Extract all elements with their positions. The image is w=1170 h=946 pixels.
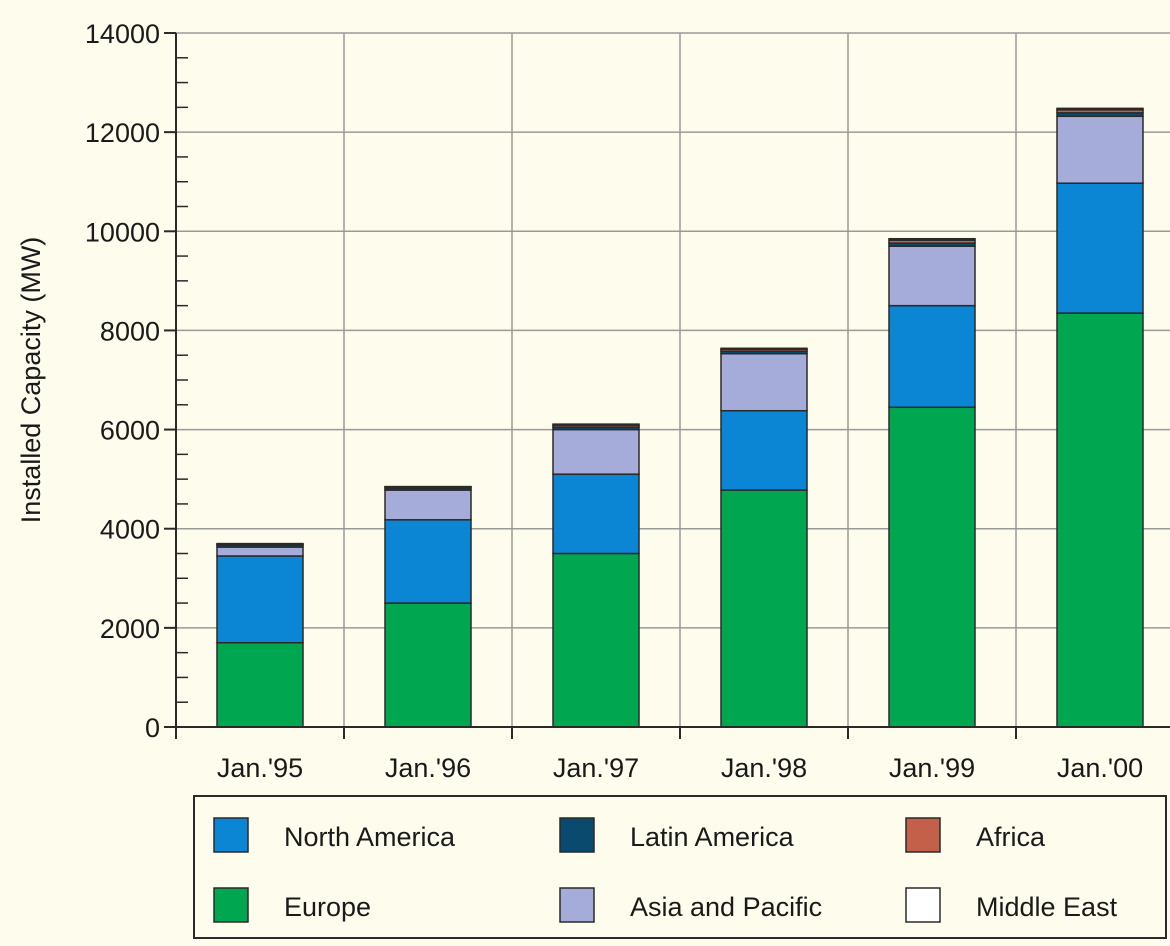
bar-segment xyxy=(553,430,639,475)
bar-segment xyxy=(889,306,975,408)
legend-swatch xyxy=(906,818,940,852)
bar-segment xyxy=(217,556,303,643)
bar-segment xyxy=(721,490,807,727)
y-tick-label: 12000 xyxy=(85,118,160,148)
bar-segment xyxy=(217,643,303,727)
bar-segment xyxy=(1057,108,1143,109)
bar-segment xyxy=(721,354,807,411)
y-tick-label: 14000 xyxy=(85,19,160,49)
y-tick-label: 8000 xyxy=(100,316,160,346)
x-tick-label: Jan.'99 xyxy=(889,753,975,783)
bar-segment xyxy=(553,474,639,553)
y-tick-label: 0 xyxy=(145,713,160,743)
y-tick-label: 10000 xyxy=(85,217,160,247)
y-tick-label: 6000 xyxy=(100,416,160,446)
legend-label: Europe xyxy=(284,892,371,922)
legend-label: North America xyxy=(284,822,456,852)
y-tick-label: 2000 xyxy=(100,614,160,644)
legend-label: Latin America xyxy=(630,822,795,852)
legend-swatch xyxy=(214,818,248,852)
bar-segment xyxy=(1057,183,1143,313)
legend-swatch xyxy=(214,888,248,922)
bar-segment xyxy=(217,547,303,556)
x-tick-label: Jan.'98 xyxy=(721,753,807,783)
x-tick-label: Jan.'95 xyxy=(217,753,303,783)
bar-segment xyxy=(553,424,639,425)
y-tick-label: 4000 xyxy=(100,515,160,545)
bar-segment xyxy=(385,520,471,603)
x-tick-label: Jan.'00 xyxy=(1057,753,1143,783)
y-axis-label: Installed Capacity (MW) xyxy=(16,237,46,524)
plot-area xyxy=(176,33,1170,727)
bar-segment xyxy=(889,239,975,240)
bar-segment xyxy=(889,407,975,727)
bar-segment xyxy=(1057,116,1143,183)
y-tick-labels: 0 2000 4000 6000 8000 10000 12000 14000 xyxy=(85,19,160,743)
legend-label: Middle East xyxy=(976,892,1118,922)
legend-swatch xyxy=(560,818,594,852)
bar-segment xyxy=(721,411,807,490)
x-tick-label: Jan.'96 xyxy=(385,753,471,783)
x-tick-label: Jan.'97 xyxy=(553,753,639,783)
bar-segment xyxy=(721,348,807,349)
bar-segment xyxy=(889,246,975,305)
legend-label: Africa xyxy=(976,822,1046,852)
legend-swatch xyxy=(560,888,594,922)
legend-label: Asia and Pacific xyxy=(630,892,822,922)
bar-segment xyxy=(553,554,639,728)
x-tick-labels: Jan.'95 Jan.'96 Jan.'97 Jan.'98 Jan.'99 Jan.'… xyxy=(217,753,1143,783)
bar-segment xyxy=(1057,313,1143,727)
legend-swatch xyxy=(906,888,940,922)
bar-segment xyxy=(385,490,471,520)
bar-segment xyxy=(385,603,471,727)
